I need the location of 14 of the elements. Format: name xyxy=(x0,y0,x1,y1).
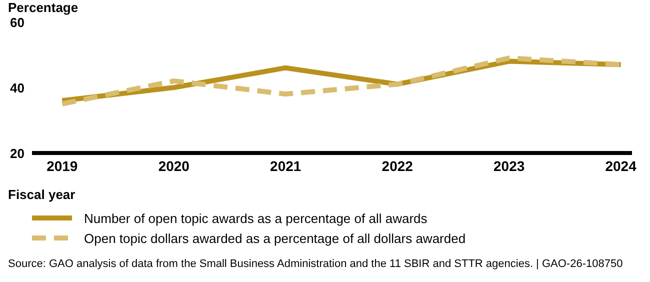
x-tick-label: 2023 xyxy=(494,158,525,174)
x-tick-label: 2022 xyxy=(382,158,414,174)
y-tick-label: 20 xyxy=(10,146,24,161)
x-tick-label: 2019 xyxy=(46,158,78,174)
y-tick-label: 40 xyxy=(10,80,24,96)
x-tick-label: 2021 xyxy=(270,158,302,174)
legend-label: Open topic dollars awarded as a percentage of all dollars awarded xyxy=(84,230,466,246)
y-axis-title: Percentage xyxy=(8,0,80,16)
source-note: Source: GAO analysis of data from the Small Business Administration and the 11 SBIR and STTR agencies. | GAO-26-108750 xyxy=(8,258,624,270)
y-tick-label: 60 xyxy=(10,15,24,30)
x-axis-title: Fiscal year xyxy=(8,187,76,202)
x-tick-label: 2024 xyxy=(605,158,637,174)
x-tick-label: 2020 xyxy=(158,158,190,174)
legend-label: Number of open topic awards as a percentage of all awards xyxy=(84,210,428,226)
